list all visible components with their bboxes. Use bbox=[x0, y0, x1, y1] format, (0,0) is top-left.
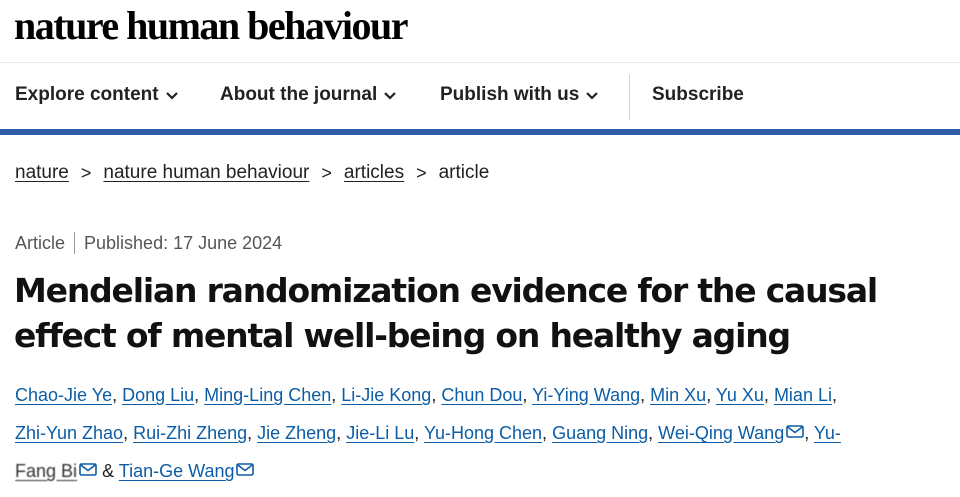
author-link[interactable]: Guang Ning bbox=[552, 423, 649, 443]
author-link[interactable]: Zhi-Yun Zhao bbox=[15, 423, 124, 443]
nav-publish-with-us[interactable]: Publish with us bbox=[440, 84, 599, 106]
author-link[interactable]: Wei-Qing Wang bbox=[658, 423, 785, 443]
nav-explore-content[interactable]: Explore content bbox=[15, 84, 179, 106]
article-title: Mendelian randomization evidence for the… bbox=[14, 271, 878, 355]
nav-about-journal[interactable]: About the journal bbox=[220, 84, 397, 106]
author-link[interactable]: Tian-Ge Wang bbox=[118, 461, 235, 481]
author-link[interactable]: Yu- bbox=[813, 423, 841, 443]
article-type: Article bbox=[15, 232, 66, 253]
breadcrumb: nature > nature human behaviour > articl… bbox=[15, 162, 489, 184]
nav-subscribe[interactable]: Subscribe bbox=[652, 84, 744, 106]
article-meta: Article Published: 17 June 2024 bbox=[15, 232, 282, 254]
author-link[interactable]: Yu Xu bbox=[715, 385, 764, 405]
nav-about-journal-label: About the journal bbox=[220, 84, 378, 105]
author-link[interactable]: Yi-Ying Wang bbox=[532, 385, 641, 405]
envelope-icon[interactable] bbox=[236, 463, 255, 476]
main-nav: Explore content About the journal Publis… bbox=[0, 74, 960, 120]
nav-subscribe-label: Subscribe bbox=[652, 84, 744, 105]
breadcrumb-nature[interactable]: nature bbox=[15, 162, 69, 183]
breadcrumb-nature-human-behaviour[interactable]: nature human behaviour bbox=[103, 162, 310, 183]
author-link[interactable]: Chao-Jie Ye bbox=[15, 385, 113, 405]
nav-explore-content-label: Explore content bbox=[15, 84, 159, 105]
chevron-down-icon bbox=[383, 88, 397, 102]
nav-divider bbox=[629, 74, 630, 120]
breadcrumb-separator: > bbox=[416, 162, 427, 183]
breadcrumb-current: article bbox=[438, 162, 490, 183]
header-divider bbox=[0, 62, 960, 63]
chevron-down-icon bbox=[165, 88, 179, 102]
envelope-icon[interactable] bbox=[786, 425, 805, 438]
breadcrumb-separator: > bbox=[80, 162, 92, 183]
author-link[interactable]: Min Xu bbox=[650, 385, 707, 405]
author-link[interactable]: Chun Dou bbox=[441, 385, 523, 405]
published-date: Published: 17 June 2024 bbox=[84, 232, 283, 253]
envelope-icon[interactable] bbox=[79, 463, 97, 476]
author-line-3: Fang Bi & Tian-Ge Wang bbox=[15, 459, 950, 484]
chevron-down-icon bbox=[585, 88, 599, 102]
author-link[interactable]: Jie Zheng bbox=[257, 423, 337, 443]
meta-divider bbox=[74, 232, 76, 254]
author-link[interactable]: Mian Li bbox=[773, 385, 832, 405]
author-link[interactable]: Rui-Zhi Zheng bbox=[133, 423, 248, 443]
breadcrumb-separator: > bbox=[321, 162, 332, 183]
author-link[interactable]: Ming-Ling Chen bbox=[204, 385, 332, 405]
author-link[interactable]: Fang Bi bbox=[15, 461, 78, 481]
ampersand: & bbox=[102, 461, 115, 481]
author-list: Chao-Jie Ye, Dong Liu, Ming-Ling Chen, L… bbox=[15, 383, 950, 497]
breadcrumb-articles[interactable]: articles bbox=[343, 162, 405, 183]
author-line-2: Zhi-Yun Zhao, Rui-Zhi Zheng, Jie Zheng, … bbox=[15, 423, 841, 443]
author-link[interactable]: Dong Liu bbox=[122, 385, 195, 405]
author-link[interactable]: Li-Jie Kong bbox=[341, 385, 432, 405]
author-line-1: Chao-Jie Ye, Dong Liu, Ming-Ling Chen, L… bbox=[15, 385, 837, 405]
author-link[interactable]: Jie-Li Lu bbox=[346, 423, 415, 443]
nav-publish-with-us-label: Publish with us bbox=[440, 84, 580, 105]
author-link[interactable]: Yu-Hong Chen bbox=[423, 423, 543, 443]
journal-logo[interactable]: nature human behaviour bbox=[14, 3, 409, 48]
accent-bar bbox=[0, 129, 960, 135]
